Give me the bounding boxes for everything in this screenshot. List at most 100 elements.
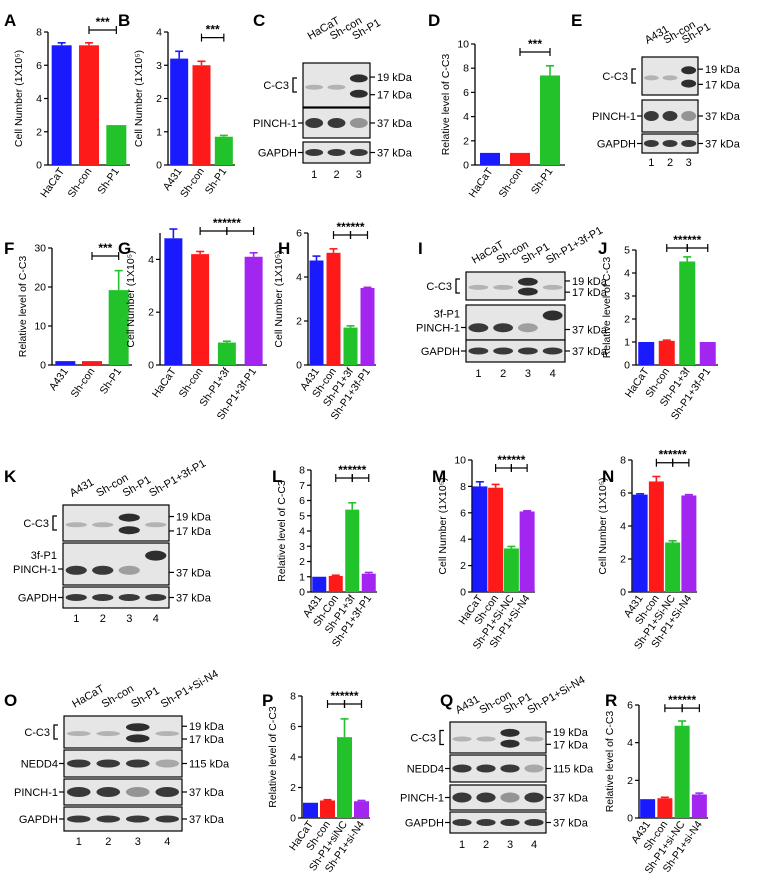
- y-tick-label: 3: [156, 60, 162, 72]
- panel-letter: C: [253, 11, 265, 30]
- bar: [360, 288, 375, 365]
- x-tick-label: Sh-con: [69, 366, 98, 400]
- y-axis-label: Relative level of C-C3: [601, 257, 613, 359]
- lane-number: 2: [105, 836, 111, 848]
- band: [681, 66, 697, 75]
- panel-letter: A: [4, 11, 16, 30]
- band: [493, 323, 514, 333]
- y-axis-label: Relative level of C-C3: [267, 706, 279, 808]
- bar: [681, 495, 697, 592]
- blot-row-label: PINCH-1: [592, 111, 636, 123]
- blot-row-label: GAPDH: [597, 139, 636, 151]
- band: [125, 759, 150, 768]
- blot-row-label: GAPDH: [258, 148, 297, 160]
- lane-number: 2: [333, 169, 339, 181]
- blot-row-label: PINCH-1: [416, 323, 460, 335]
- blot-row-label: C-C3: [410, 733, 436, 745]
- y-axis-label: Cell Number (1X10⁵): [273, 250, 285, 347]
- bar: [326, 252, 341, 365]
- y-tick-label: 8: [299, 465, 305, 477]
- bar: [480, 152, 500, 165]
- blot-row-label: C-C3: [23, 518, 49, 530]
- y-tick-label: 4: [627, 737, 633, 749]
- panel-letter: E: [571, 11, 582, 30]
- band: [662, 75, 678, 81]
- bar: [665, 542, 681, 592]
- y-axis-label: Cell Number (1X10⁵): [133, 50, 145, 147]
- band: [349, 149, 368, 156]
- band: [493, 284, 514, 290]
- band-bracket: [631, 68, 636, 84]
- lane-number: 2: [667, 157, 673, 169]
- band: [468, 284, 489, 290]
- y-axis-label: Relative level of C-C3: [276, 480, 288, 582]
- kda-marker: 37 kDa: [189, 787, 225, 799]
- band: [118, 565, 140, 575]
- y-tick-label: 6: [627, 700, 633, 712]
- y-tick-label: 6: [460, 507, 466, 519]
- band: [327, 149, 346, 156]
- y-tick-label: 0: [148, 360, 154, 372]
- kda-marker: 37 kDa: [553, 818, 589, 830]
- y-tick-label: 8: [36, 27, 42, 39]
- band: [476, 819, 496, 826]
- significance-stars: ***: [96, 15, 110, 29]
- y-tick-label: 1: [156, 126, 162, 138]
- x-tick-label: Sh-con: [178, 166, 207, 200]
- kda-marker: 37 kDa: [377, 118, 413, 130]
- y-tick-label: 10: [457, 39, 469, 51]
- lane-number: 2: [100, 613, 106, 625]
- band: [145, 594, 167, 601]
- y-tick-label: 0: [40, 360, 46, 372]
- blot-row-label: PINCH-1: [13, 564, 57, 576]
- bar: [312, 576, 327, 592]
- y-axis-label: Cell Number (1X10⁵): [597, 477, 609, 574]
- band: [542, 310, 563, 321]
- kda-marker: 19 kDa: [705, 64, 741, 76]
- band: [125, 787, 150, 797]
- band: [96, 787, 121, 797]
- y-tick-label: 10: [34, 321, 46, 333]
- y-tick-label: 4: [299, 526, 305, 538]
- blot-row: [62, 542, 170, 586]
- panel-letter: R: [605, 691, 617, 710]
- bar: [55, 361, 76, 365]
- band: [66, 731, 91, 737]
- x-tick-label: HaCaT: [467, 165, 496, 200]
- lane-number: 3: [525, 368, 531, 380]
- y-tick-label: 0: [624, 360, 630, 372]
- significance-stars: ******: [336, 220, 364, 234]
- panel-letter: O: [4, 691, 17, 710]
- significance-stars: ******: [497, 453, 525, 467]
- band: [517, 347, 538, 355]
- kda-marker: 115 kDa: [189, 759, 230, 771]
- y-tick-label: 0: [296, 360, 302, 372]
- band: [155, 815, 180, 823]
- x-tick-label: HaCaT: [38, 165, 67, 200]
- y-tick-label: 6: [36, 60, 42, 72]
- significance-stars: ***: [98, 241, 112, 255]
- lane-label: A431: [454, 693, 482, 716]
- panel-letter: H: [278, 239, 290, 258]
- blot-row-label: C-C3: [24, 727, 50, 739]
- band: [662, 140, 678, 147]
- lane-number: 1: [648, 157, 654, 169]
- y-tick-label: 2: [148, 307, 154, 319]
- bar: [309, 260, 324, 365]
- significance-stars: ******: [213, 216, 241, 230]
- lane-number: 3: [126, 613, 132, 625]
- significance-stars: ***: [528, 37, 542, 51]
- kda-marker: 17 kDa: [553, 739, 589, 751]
- band: [500, 792, 520, 803]
- significance-stars: ******: [659, 448, 687, 462]
- bar: [691, 794, 707, 818]
- y-tick-label: 6: [463, 87, 469, 99]
- lane-label: HaCaT: [70, 683, 106, 711]
- lane-number: 3: [135, 836, 141, 848]
- band: [524, 819, 544, 826]
- y-axis-label: Relative level of C-C3: [604, 711, 616, 813]
